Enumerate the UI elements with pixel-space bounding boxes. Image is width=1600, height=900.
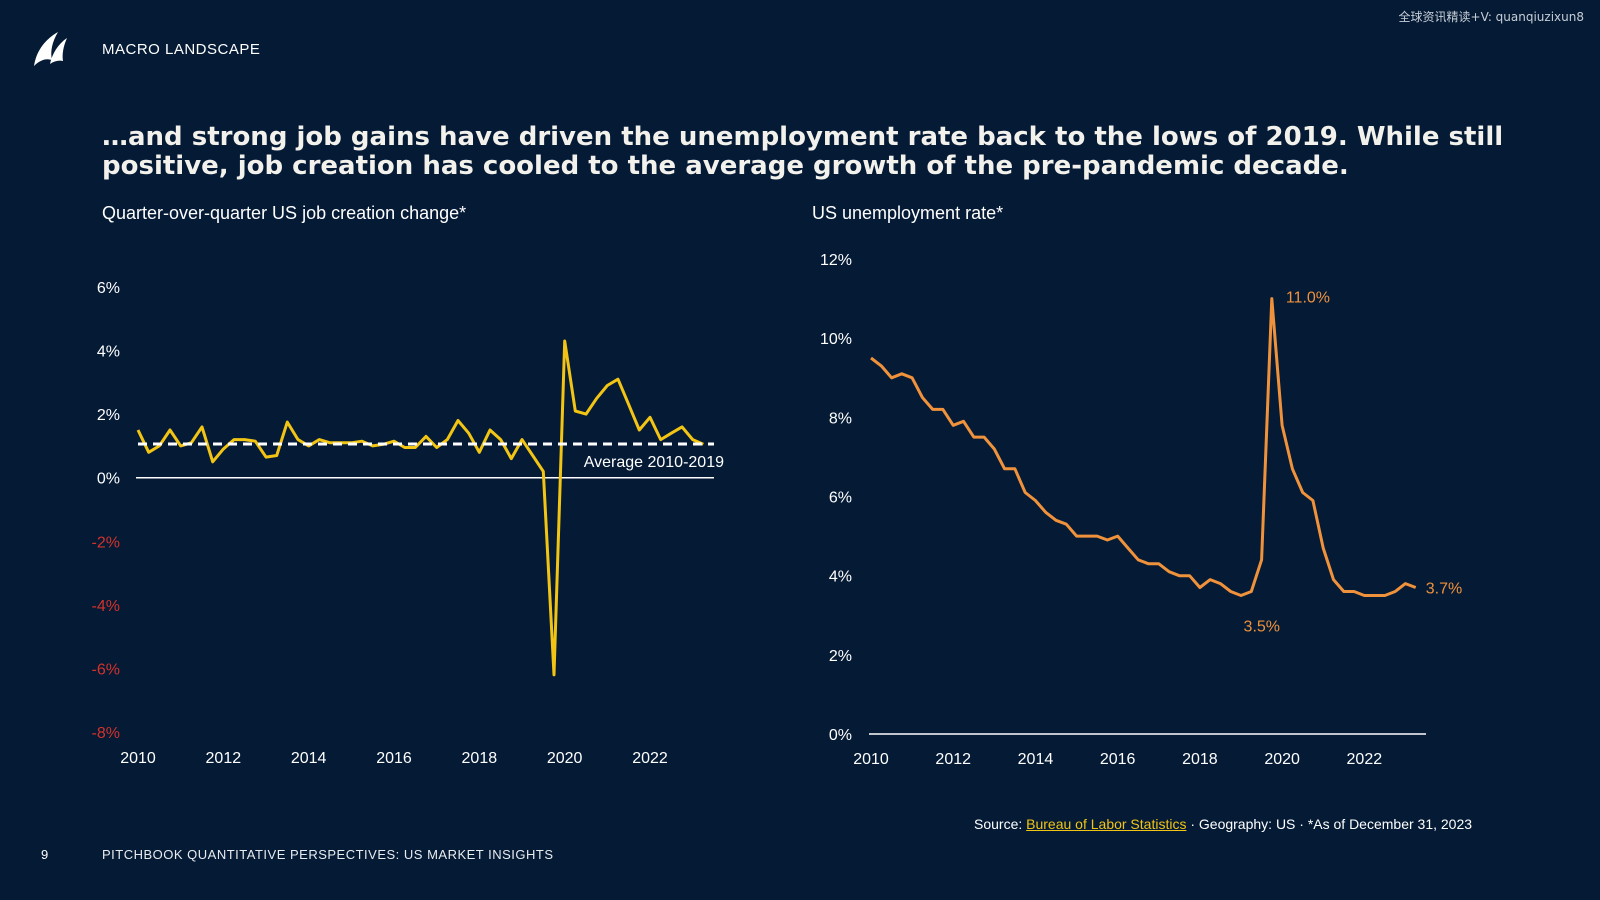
- unemployment-chart-title: US unemployment rate*: [812, 203, 1004, 223]
- y-tick-label: 4%: [97, 344, 120, 361]
- page-number: 9: [41, 847, 49, 862]
- x-tick-label: 2016: [1100, 751, 1136, 768]
- y-tick-label: 0%: [829, 727, 852, 744]
- y-tick-label: -4%: [92, 598, 120, 615]
- data-label: 3.5%: [1244, 618, 1280, 635]
- x-tick-label: 2016: [376, 750, 412, 767]
- job-creation-chart: 6% 4% 2% 0% -2% -4% -6% -8%2010 2012 2014 2016 2018…: [92, 280, 725, 767]
- source-note: Source: Bureau of Labor Statistics · Geo…: [974, 816, 1472, 832]
- source-suffix: · Geography: US · *As of December 31, 20…: [1186, 816, 1473, 832]
- x-tick-label: 2018: [1182, 751, 1218, 768]
- x-tick-label: 2012: [935, 751, 971, 768]
- y-tick-label: 8%: [829, 410, 852, 427]
- x-tick-label: 2020: [547, 750, 583, 767]
- x-tick-label: 2018: [462, 750, 498, 767]
- source-prefix: Source:: [974, 816, 1027, 832]
- y-tick-label: -8%: [92, 725, 120, 742]
- x-tick-label: 2014: [1018, 751, 1054, 768]
- y-tick-label: 12%: [820, 252, 852, 269]
- x-tick-label: 2010: [120, 750, 156, 767]
- average-reference-label: Average 2010-2019: [584, 454, 724, 471]
- x-tick-label: 2020: [1264, 751, 1300, 768]
- x-tick-label: 2014: [291, 750, 327, 767]
- y-tick-label: 4%: [829, 569, 852, 586]
- y-tick-label: 2%: [829, 648, 852, 665]
- unemployment-series-line: [870, 297, 1417, 597]
- y-tick-label: 10%: [820, 331, 852, 348]
- section-label: MACRO LANDSCAPE: [102, 41, 261, 58]
- y-tick-label: 6%: [829, 490, 852, 507]
- footer-text: PITCHBOOK QUANTITATIVE PERSPECTIVES: US …: [102, 847, 554, 862]
- y-tick-label: -2%: [92, 534, 120, 551]
- x-tick-label: 2022: [1347, 751, 1383, 768]
- y-tick-label: 6%: [97, 280, 120, 297]
- y-tick-label: 0%: [97, 471, 120, 488]
- y-tick-label: 2%: [97, 407, 120, 424]
- x-tick-label: 2012: [206, 750, 242, 767]
- pitchbook-logo-icon: [34, 32, 67, 66]
- x-tick-label: 2010: [853, 751, 889, 768]
- x-tick-label: 2022: [632, 750, 668, 767]
- data-label: 11.0%: [1286, 290, 1330, 307]
- job-chart-title: Quarter-over-quarter US job creation cha…: [102, 203, 467, 223]
- watermark: 全球资讯精读+V: quanqiuzixun8: [1398, 10, 1584, 24]
- y-tick-label: -6%: [92, 661, 120, 678]
- source-link[interactable]: Bureau of Labor Statistics: [1026, 816, 1187, 832]
- page-headline: …and strong job gains have driven the un…: [102, 122, 1504, 181]
- job-creation-series-line: [136, 339, 704, 677]
- data-label: 3.7%: [1426, 581, 1462, 598]
